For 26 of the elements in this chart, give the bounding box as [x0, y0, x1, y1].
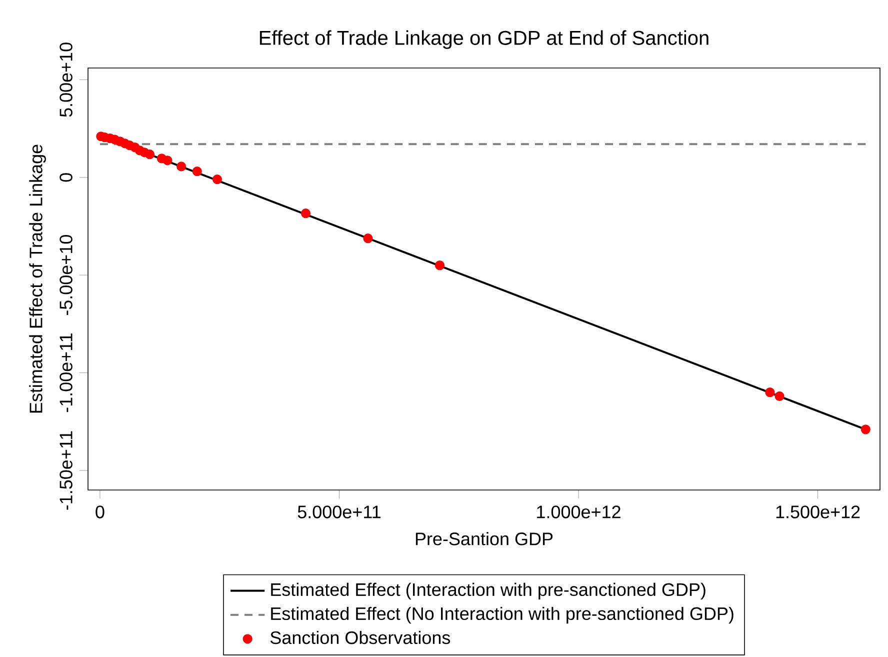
legend-label: Sanction Observations — [270, 630, 450, 644]
x-tick-label: 5.000e+11 — [298, 506, 380, 518]
point — [765, 388, 775, 398]
legend-label: Estimated Effect (No Interaction with pre-sanctioned GDP) — [271, 606, 734, 624]
point — [860, 424, 870, 434]
x-tick-label: 1.000e+12 — [537, 506, 620, 518]
legend-label: Estimated Effect (Interaction with pre-sanctioned GDP) — [271, 582, 706, 600]
point — [300, 208, 311, 218]
point — [212, 174, 222, 184]
point — [363, 234, 373, 244]
y-axis-title: Estimated Effect of Trade Linkage — [29, 144, 46, 413]
point — [192, 166, 202, 176]
y-tick-label: 0 — [60, 173, 72, 182]
chart-title: Effect of Trade Linkage on GDP at End of Sanction — [260, 30, 708, 49]
y-tick-label: -1.50e+11 — [60, 431, 72, 510]
point — [144, 150, 155, 160]
point — [434, 260, 445, 270]
y-tick-label: -1.00e+11 — [60, 334, 72, 412]
y-tick-label: 5.00e+10 — [60, 42, 72, 117]
point — [176, 162, 186, 172]
y-tick-label: -5.00e+10 — [60, 235, 72, 316]
x-tick-label: 0 — [96, 506, 104, 518]
point — [774, 391, 784, 402]
x-axis-title: Pre-Santion GDP — [416, 532, 553, 546]
x-tick-label: 1.500e+12 — [776, 506, 860, 518]
point — [162, 156, 172, 166]
